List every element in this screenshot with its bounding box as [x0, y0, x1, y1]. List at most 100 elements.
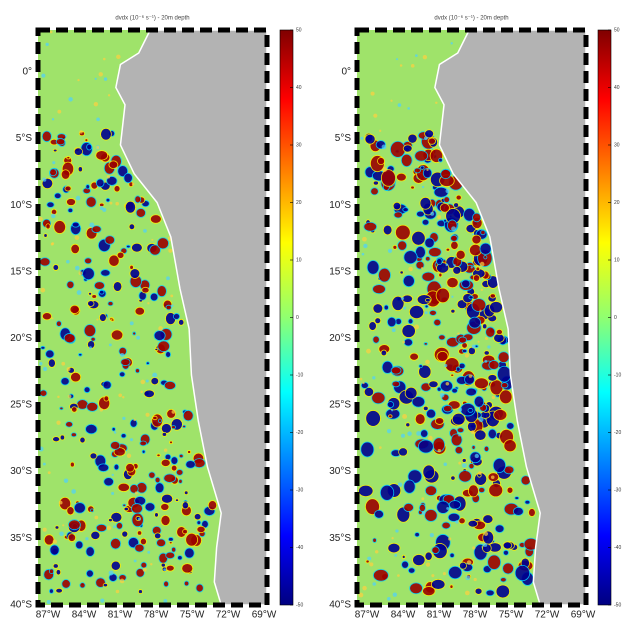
speck: [88, 346, 92, 350]
eddy: [467, 408, 474, 413]
eddy: [65, 421, 74, 428]
eddy: [366, 260, 380, 275]
eddy: [407, 318, 414, 325]
eddy: [450, 308, 456, 314]
eddy: [132, 331, 137, 336]
eddy: [85, 424, 98, 435]
eddy: [524, 499, 531, 505]
eddy: [46, 201, 55, 208]
eddy: [183, 490, 189, 495]
eddy: [497, 365, 512, 383]
map-frame: [354, 27, 589, 608]
eddy: [438, 272, 443, 278]
eddy: [393, 211, 403, 219]
speck: [479, 309, 482, 312]
eddy: [424, 237, 435, 249]
eddy: [374, 509, 384, 519]
eddy: [401, 324, 416, 338]
speck: [168, 248, 173, 253]
eddy: [461, 458, 467, 463]
lon-label: 81°W: [108, 610, 133, 621]
eddy: [154, 347, 159, 351]
eddy: [103, 477, 114, 487]
eddy: [414, 532, 420, 538]
lon-label: 69°W: [571, 610, 596, 621]
speck: [136, 335, 140, 340]
speck: [443, 462, 447, 467]
eddy: [49, 544, 60, 556]
eddy: [422, 405, 429, 412]
eddy: [59, 406, 64, 411]
eddy: [453, 202, 460, 208]
eddy: [89, 452, 98, 460]
eddy: [372, 569, 389, 582]
lon-label: 72°W: [535, 610, 560, 621]
eddy: [468, 463, 475, 470]
eddy: [391, 295, 405, 311]
map-panel: [354, 27, 589, 608]
speck: [75, 265, 80, 271]
speck: [103, 57, 106, 61]
eddy: [436, 258, 443, 266]
eddy: [93, 281, 105, 290]
speck: [46, 599, 51, 605]
eddy: [424, 509, 438, 522]
eddy: [60, 377, 70, 386]
speck: [362, 585, 367, 591]
eddy: [165, 304, 172, 311]
eddy: [467, 484, 479, 498]
lat-label: 30°S: [329, 466, 351, 477]
eddy: [55, 320, 62, 327]
eddy: [483, 255, 488, 260]
colorbar-label: -20: [614, 430, 621, 436]
eddy: [428, 247, 442, 258]
eddy: [137, 589, 143, 594]
colorbar-label: 20: [296, 200, 302, 206]
eddy: [90, 530, 101, 540]
speck: [163, 599, 168, 603]
eddy: [124, 200, 136, 214]
speck: [150, 562, 153, 566]
speck: [479, 261, 485, 267]
eddy: [422, 167, 433, 179]
lat-label: 35°S: [329, 533, 351, 544]
eddy: [401, 560, 409, 569]
eddy: [458, 336, 468, 344]
eddy: [412, 554, 426, 567]
eddy: [492, 457, 506, 473]
speck: [56, 420, 61, 425]
eddy: [184, 547, 195, 559]
speck: [51, 242, 55, 245]
speck: [67, 394, 72, 399]
speck: [108, 570, 114, 576]
eddy: [495, 584, 511, 599]
eddy: [66, 198, 76, 206]
eddy: [129, 484, 139, 494]
eddy: [528, 508, 536, 517]
speck: [470, 266, 473, 269]
speck: [59, 531, 64, 537]
speck: [435, 101, 438, 105]
eddy: [84, 138, 89, 142]
eddy: [123, 506, 129, 512]
speck: [490, 475, 495, 480]
lat-label: 20°S: [10, 333, 32, 344]
colorbar-label: -40: [614, 545, 621, 551]
speck: [140, 390, 144, 394]
colorbar-label: -10: [296, 372, 303, 378]
panel-title: dvdx (10⁻⁶ s⁻¹) - 20m depth: [434, 15, 508, 22]
eddy: [185, 460, 196, 469]
speck: [423, 136, 428, 140]
speck: [462, 463, 467, 468]
speck: [38, 216, 43, 221]
lon-label: 87°W: [36, 610, 61, 621]
speck: [112, 525, 116, 529]
eddy: [433, 318, 442, 327]
eddy: [40, 345, 46, 350]
speck: [99, 408, 103, 412]
eddy: [148, 471, 156, 479]
eddy: [171, 546, 177, 553]
eddy: [400, 153, 413, 168]
speck: [40, 287, 46, 293]
eddy: [487, 428, 497, 440]
